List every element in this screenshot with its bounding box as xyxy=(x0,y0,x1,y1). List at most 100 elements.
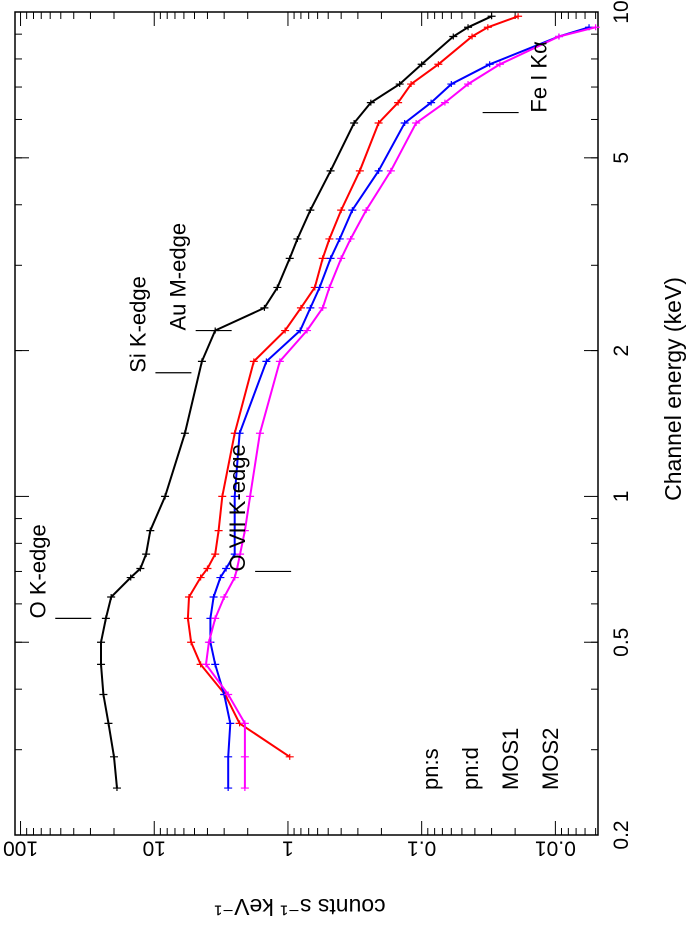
data-point xyxy=(240,527,249,534)
plot-frame xyxy=(14,11,599,836)
data-point xyxy=(240,720,249,727)
data-point xyxy=(203,565,212,572)
rotated-plot: 0.2 0.5 1 2 5 10 0.01 0.1 1 10 100 Channel energy (… xyxy=(3,0,686,920)
data-point xyxy=(209,593,218,600)
data-point xyxy=(146,527,155,534)
data-point xyxy=(235,430,244,437)
data-point xyxy=(216,574,225,581)
annotation-text: Si K-edge xyxy=(125,276,150,373)
data-point xyxy=(296,304,305,311)
data-point xyxy=(400,120,409,127)
data-point xyxy=(483,24,492,31)
y-tick-label: 0.1 xyxy=(407,837,436,860)
y-tick-label: 100 xyxy=(3,837,38,860)
data-point xyxy=(335,235,344,242)
data-point xyxy=(249,358,258,365)
data-point xyxy=(325,235,334,242)
x-tick-label: 2 xyxy=(610,345,633,357)
data-point xyxy=(97,639,106,646)
data-point xyxy=(412,120,421,127)
data-point xyxy=(427,99,436,106)
y-tick-label: 0.01 xyxy=(535,837,576,860)
data-point xyxy=(240,785,249,792)
series-line xyxy=(100,15,493,789)
data-point xyxy=(211,661,220,668)
data-point xyxy=(196,574,205,581)
data-point xyxy=(230,574,239,581)
data-point xyxy=(346,235,355,242)
data-point xyxy=(449,33,458,40)
data-point xyxy=(464,81,473,88)
data-point xyxy=(99,691,108,698)
data-point xyxy=(109,753,118,760)
legend-label: pn:s xyxy=(418,748,443,790)
data-point xyxy=(161,493,170,500)
data-point xyxy=(394,99,403,106)
data-point xyxy=(495,61,504,68)
data-point xyxy=(273,284,282,291)
data-point xyxy=(447,81,456,88)
data-point xyxy=(440,99,449,106)
data-point xyxy=(107,593,116,600)
data-point xyxy=(366,99,375,106)
data-point xyxy=(303,327,312,334)
data-point xyxy=(296,327,305,334)
data-point xyxy=(255,430,264,437)
data-point xyxy=(226,720,235,727)
data-point xyxy=(315,284,324,291)
y-tick-label: 1 xyxy=(282,837,294,860)
data-point xyxy=(326,255,335,262)
data-point xyxy=(355,167,364,174)
x-tick-label: 5 xyxy=(610,152,633,164)
data-point xyxy=(180,430,189,437)
series-line xyxy=(186,15,519,758)
data-point xyxy=(281,327,290,334)
data-point xyxy=(262,358,271,365)
data-point xyxy=(224,785,233,792)
data-point xyxy=(142,551,151,558)
data-point xyxy=(395,81,404,88)
data-point xyxy=(218,493,227,500)
data-point xyxy=(487,13,496,20)
data-point xyxy=(101,615,110,622)
data-point xyxy=(224,691,233,698)
data-point xyxy=(214,527,223,534)
data-point xyxy=(136,565,145,572)
data-point xyxy=(126,574,135,581)
y-tick-label: 10 xyxy=(143,837,166,860)
data-point xyxy=(306,207,315,214)
annotation-text: O K-edge xyxy=(25,524,50,618)
legend-label: pn:d xyxy=(458,747,483,790)
data-point xyxy=(318,304,327,311)
series-line xyxy=(209,26,590,789)
data-point xyxy=(236,551,245,558)
annotation-text: Fe I Kα xyxy=(527,41,552,113)
data-point xyxy=(417,61,426,68)
data-point xyxy=(97,661,106,668)
data-point xyxy=(104,720,113,727)
data-point xyxy=(233,565,242,572)
y-axis-label: counts s⁻¹ keV⁻¹ xyxy=(214,894,386,920)
legend-label: MOS2 xyxy=(538,728,563,790)
data-point xyxy=(183,615,192,622)
data-point xyxy=(220,593,229,600)
data-point xyxy=(260,304,269,311)
data-point xyxy=(224,753,233,760)
data-point xyxy=(337,255,346,262)
data-point xyxy=(187,639,196,646)
data-point xyxy=(211,551,220,558)
data-point xyxy=(348,207,357,214)
data-point xyxy=(325,284,334,291)
data-point xyxy=(514,13,523,20)
x-tick-label: 0.5 xyxy=(610,628,633,657)
data-point xyxy=(362,207,371,214)
data-point xyxy=(318,255,327,262)
data-point xyxy=(386,167,395,174)
annotation-text: O VII K-edge xyxy=(225,444,250,571)
data-point xyxy=(184,593,193,600)
data-point xyxy=(434,61,443,68)
x-tick-label: 1 xyxy=(610,491,633,503)
data-point xyxy=(293,235,302,242)
series-line xyxy=(204,26,596,789)
